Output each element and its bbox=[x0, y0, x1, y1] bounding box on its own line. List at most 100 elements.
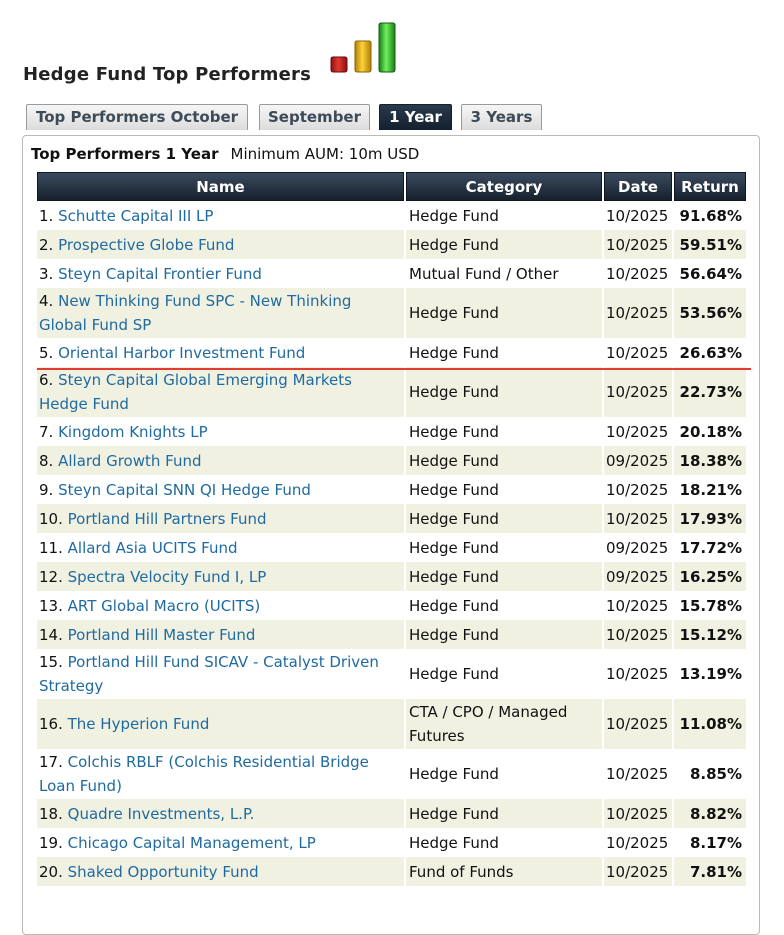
category-cell: Hedge Fund bbox=[406, 799, 602, 828]
column-header-return[interactable]: Return bbox=[674, 172, 746, 201]
return-cell: 16.25% bbox=[674, 562, 746, 591]
return-cell: 8.82% bbox=[674, 799, 746, 828]
fund-link[interactable]: Colchis RBLF (Colchis Residential Bridge… bbox=[39, 753, 369, 795]
return-cell: 15.12% bbox=[674, 620, 746, 649]
table-row: 13. ART Global Macro (UCITS) Hedge Fund 10… bbox=[37, 591, 746, 620]
date-cell: 10/2025 bbox=[604, 288, 672, 338]
category-cell: Hedge Fund bbox=[406, 475, 602, 504]
table-row: 15. Portland Hill Fund SICAV - Catalyst … bbox=[37, 649, 746, 699]
rank-number: 1. bbox=[39, 206, 54, 225]
table-row: 12. Spectra Velocity Fund I, LP Hedge Fun… bbox=[37, 562, 746, 591]
return-cell: 11.08% bbox=[674, 699, 746, 749]
table-row: 9. Steyn Capital SNN QI Hedge Fund Hedge … bbox=[37, 475, 746, 504]
category-cell: Fund of Funds bbox=[406, 857, 602, 886]
fund-link[interactable]: ART Global Macro (UCITS) bbox=[67, 596, 261, 615]
fund-link[interactable]: New Thinking Fund SPC - New Thinking Glo… bbox=[39, 292, 352, 334]
fund-link[interactable]: Prospective Globe Fund bbox=[58, 235, 235, 254]
date-cell: 09/2025 bbox=[604, 562, 672, 591]
fund-name-cell: 8. Allard Growth Fund bbox=[37, 446, 404, 475]
fund-link[interactable]: Portland Hill Fund SICAV - Catalyst Driv… bbox=[39, 653, 379, 695]
date-cell: 10/2025 bbox=[604, 620, 672, 649]
return-cell: 20.18% bbox=[674, 417, 746, 446]
fund-link[interactable]: Chicago Capital Management, LP bbox=[67, 833, 316, 852]
date-cell: 10/2025 bbox=[604, 591, 672, 620]
category-cell: Hedge Fund bbox=[406, 504, 602, 533]
fund-link[interactable]: Quadre Investments, L.P. bbox=[67, 804, 255, 823]
fund-link[interactable]: Steyn Capital Global Emerging Markets He… bbox=[39, 371, 352, 413]
rank-number: 6. bbox=[39, 371, 54, 389]
return-cell: 59.51% bbox=[674, 230, 746, 259]
category-cell: Hedge Fund bbox=[406, 338, 602, 367]
table-row: 7. Kingdom Knights LP Hedge Fund 10/2025 20… bbox=[37, 417, 746, 446]
fund-link[interactable]: Spectra Velocity Fund I, LP bbox=[67, 567, 267, 586]
column-header-name[interactable]: Name bbox=[37, 172, 404, 201]
table-row: 1. Schutte Capital III LP Hedge Fund 10/20… bbox=[37, 201, 746, 230]
fund-link[interactable]: Allard Growth Fund bbox=[58, 451, 202, 470]
fund-name-cell: 11. Allard Asia UCITS Fund bbox=[37, 533, 404, 562]
page-title: Hedge Fund Top Performers bbox=[23, 64, 312, 85]
fund-name-cell: 18. Quadre Investments, L.P. bbox=[37, 799, 404, 828]
fund-link[interactable]: Steyn Capital Frontier Fund bbox=[58, 264, 262, 283]
category-cell: Hedge Fund bbox=[406, 620, 602, 649]
fund-name-cell: 12. Spectra Velocity Fund I, LP bbox=[37, 562, 404, 591]
column-header-category[interactable]: Category bbox=[406, 172, 602, 201]
table-row: 3. Steyn Capital Frontier Fund Mutual Fun… bbox=[37, 259, 746, 288]
return-cell: 8.85% bbox=[674, 749, 746, 799]
date-cell: 10/2025 bbox=[604, 230, 672, 259]
rank-number: 2. bbox=[39, 235, 54, 254]
date-cell: 10/2025 bbox=[604, 259, 672, 288]
fund-link[interactable]: Portland Hill Master Fund bbox=[67, 625, 256, 644]
fund-link[interactable]: Steyn Capital SNN QI Hedge Fund bbox=[58, 480, 311, 499]
table-row: 8. Allard Growth Fund Hedge Fund 09/2025 18… bbox=[37, 446, 746, 475]
highlight-underline bbox=[37, 368, 751, 370]
fund-link[interactable]: Portland Hill Partners Fund bbox=[67, 509, 267, 528]
fund-link[interactable]: Shaked Opportunity Fund bbox=[67, 862, 259, 881]
rank-number: 5. bbox=[39, 343, 54, 362]
rank-number: 20. bbox=[39, 862, 63, 881]
fund-name-cell: 5. Oriental Harbor Investment Fund bbox=[37, 338, 404, 367]
rank-number: 7. bbox=[39, 422, 54, 441]
return-cell: 22.73% bbox=[674, 367, 746, 417]
tab-3-years[interactable]: 3 Years bbox=[461, 104, 542, 130]
return-cell: 91.68% bbox=[674, 201, 746, 230]
category-cell: Hedge Fund bbox=[406, 591, 602, 620]
rank-number: 14. bbox=[39, 625, 63, 644]
fund-link[interactable]: The Hyperion Fund bbox=[67, 715, 210, 733]
fund-name-cell: 10. Portland Hill Partners Fund bbox=[37, 504, 404, 533]
category-cell: Hedge Fund bbox=[406, 562, 602, 591]
date-cell: 10/2025 bbox=[604, 699, 672, 749]
fund-name-cell: 16. The Hyperion Fund bbox=[37, 699, 404, 749]
date-cell: 10/2025 bbox=[604, 417, 672, 446]
rank-number: 18. bbox=[39, 804, 63, 823]
fund-link[interactable]: Kingdom Knights LP bbox=[58, 422, 208, 441]
fund-name-cell: 19. Chicago Capital Management, LP bbox=[37, 828, 404, 857]
category-cell: CTA / CPO / Managed Futures bbox=[406, 699, 602, 749]
date-cell: 10/2025 bbox=[604, 201, 672, 230]
date-cell: 09/2025 bbox=[604, 533, 672, 562]
date-cell: 10/2025 bbox=[604, 799, 672, 828]
return-cell: 56.64% bbox=[674, 259, 746, 288]
return-cell: 26.63% bbox=[674, 338, 746, 367]
return-cell: 18.21% bbox=[674, 475, 746, 504]
fund-link[interactable]: Oriental Harbor Investment Fund bbox=[58, 343, 306, 362]
fund-name-cell: 9. Steyn Capital SNN QI Hedge Fund bbox=[37, 475, 404, 504]
fund-name-cell: 17. Colchis RBLF (Colchis Residential Br… bbox=[37, 749, 404, 799]
table-row: 6. Steyn Capital Global Emerging Markets… bbox=[37, 367, 746, 417]
caption-aum: Minimum AUM: 10m USD bbox=[230, 145, 420, 163]
rank-number: 12. bbox=[39, 567, 63, 586]
table-row: 2. Prospective Globe Fund Hedge Fund 10/20… bbox=[37, 230, 746, 259]
table-row: 19. Chicago Capital Management, LP Hedge … bbox=[37, 828, 746, 857]
tab-1-year[interactable]: 1 Year bbox=[379, 104, 452, 130]
fund-link[interactable]: Schutte Capital III LP bbox=[58, 206, 214, 225]
column-header-date[interactable]: Date bbox=[604, 172, 672, 201]
date-cell: 10/2025 bbox=[604, 367, 672, 417]
return-cell: 8.17% bbox=[674, 828, 746, 857]
fund-name-cell: 14. Portland Hill Master Fund bbox=[37, 620, 404, 649]
tab-september[interactable]: September bbox=[259, 104, 370, 130]
tab-top-performers-october[interactable]: Top Performers October bbox=[26, 104, 248, 130]
category-cell: Hedge Fund bbox=[406, 446, 602, 475]
fund-link[interactable]: Allard Asia UCITS Fund bbox=[67, 538, 238, 557]
fund-name-cell: 3. Steyn Capital Frontier Fund bbox=[37, 259, 404, 288]
date-cell: 10/2025 bbox=[604, 828, 672, 857]
category-cell: Hedge Fund bbox=[406, 201, 602, 230]
